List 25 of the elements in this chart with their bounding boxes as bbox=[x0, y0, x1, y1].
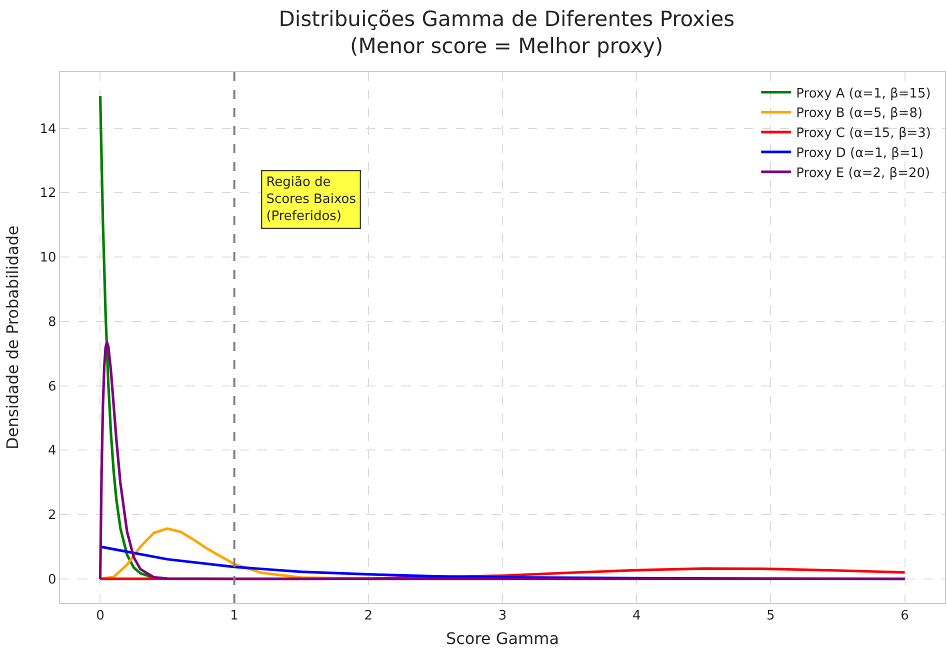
legend-label: Proxy E (α=2, β=20) bbox=[796, 166, 930, 181]
line-series bbox=[98, 340, 906, 580]
x-tick-label: 2 bbox=[364, 608, 373, 624]
x-tick-label: 4 bbox=[632, 608, 641, 624]
chart-title: Distribuições Gamma de Diferentes Proxies (Menor score = Melhor proxy) bbox=[278, 6, 735, 58]
y-tick-label: 4 bbox=[48, 444, 56, 459]
x-tick-label: 1 bbox=[230, 608, 238, 624]
y-tick-label: 8 bbox=[48, 314, 56, 330]
x-tick-label: 0 bbox=[96, 608, 104, 624]
legend-label: Proxy B (α=5, β=8) bbox=[796, 106, 923, 122]
y-tick-label: 14 bbox=[40, 122, 56, 137]
x-axis-title: Score Gamma bbox=[446, 629, 560, 648]
x-tick-label: 5 bbox=[766, 608, 775, 624]
y-tick-label: 10 bbox=[40, 250, 56, 266]
y-tick-label: 0 bbox=[48, 572, 56, 588]
x-tick-label: 6 bbox=[900, 608, 909, 624]
y-tick-label: 2 bbox=[48, 508, 56, 524]
y-tick-label: 12 bbox=[40, 186, 56, 202]
legend-label: Proxy C (α=15, β=3) bbox=[796, 126, 931, 142]
legend-label: Proxy A (α=1, β=15) bbox=[796, 86, 931, 102]
annotation: Região de Scores Baixos (Preferidos) bbox=[266, 175, 356, 224]
legend-label: Proxy D (α=1, β=1) bbox=[796, 146, 924, 162]
y-tick-label: 6 bbox=[48, 379, 56, 394]
y-axis-title: Densidade de Probabilidade bbox=[2, 225, 22, 450]
x-tick-label: 3 bbox=[498, 608, 507, 624]
